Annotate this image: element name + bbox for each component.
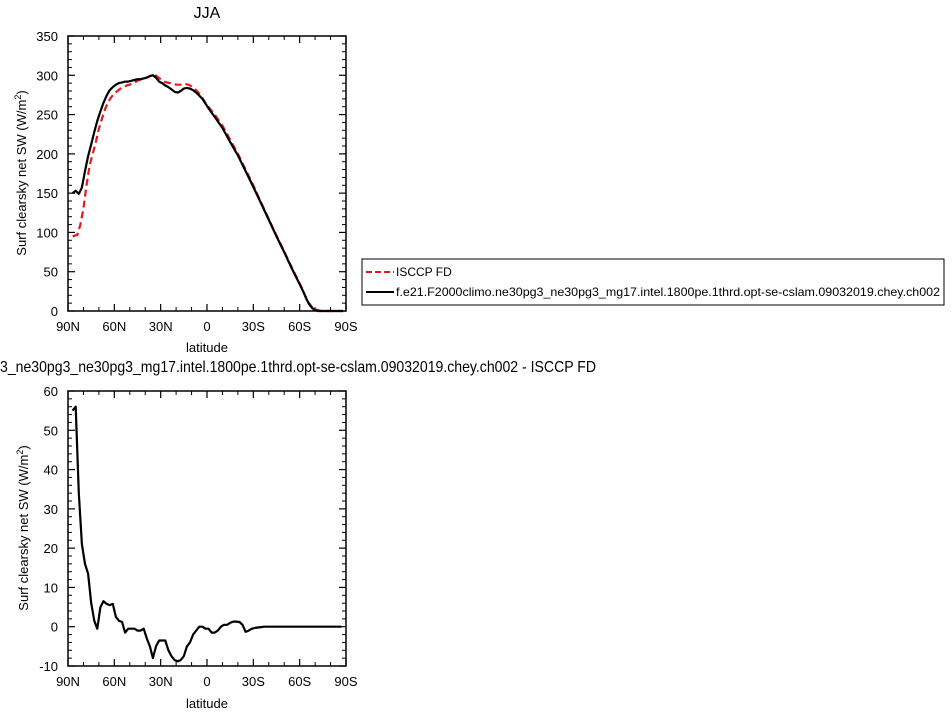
bottom-chart-series bbox=[71, 405, 342, 663]
legend-box bbox=[361, 258, 945, 306]
top-x-tick-label: 30N bbox=[149, 319, 173, 334]
top-x-tick-label: 60N bbox=[102, 319, 126, 334]
top-chart-panel: JJA 90N 60N 30N 0 30S 60S 90S 0 50 100 150 200 250 30… bbox=[13, 5, 358, 355]
bottom-y-tick-label: 20 bbox=[44, 541, 58, 556]
bottom-chart-title: 3_ne30pg3_ne30pg3_mg17.intel.1800pe.1thr… bbox=[0, 359, 596, 376]
top-series-line-isccp bbox=[72, 73, 343, 313]
bottom-y-label-superscript: 2 bbox=[15, 450, 25, 455]
top-x-tick-label: 90N bbox=[56, 319, 80, 334]
top-chart-series bbox=[71, 73, 343, 313]
bottom-x-tick-label: 60N bbox=[102, 674, 126, 689]
top-y-tick-label: 350 bbox=[36, 29, 58, 44]
bottom-chart-ticks: 90N 60N 30N 0 30S 60S 90S -10 0 10 20 30 40 50 60 bbox=[39, 384, 358, 689]
legend-label-model: f.e21.F2000climo.ne30pg3_ne30pg3_mg17.in… bbox=[396, 285, 940, 299]
top-y-tick-label: 50 bbox=[44, 265, 58, 280]
top-x-tick-label: 30S bbox=[242, 319, 265, 334]
top-y-label-superscript: 2 bbox=[13, 95, 23, 100]
bottom-x-tick-label: 0 bbox=[203, 674, 210, 689]
bottom-y-tick-label: 10 bbox=[44, 580, 58, 595]
bottom-x-tick-label: 60S bbox=[288, 674, 311, 689]
top-x-tick-label: 60S bbox=[288, 319, 311, 334]
bottom-y-label-tail: ) bbox=[16, 445, 31, 449]
bottom-series-line-model bbox=[71, 405, 342, 663]
bottom-chart-frame bbox=[67, 390, 347, 667]
top-chart-frame bbox=[67, 35, 347, 312]
top-chart-ticks: 90N 60N 30N 0 30S 60S 90S 0 50 100 150 200 250 300 350 bbox=[36, 29, 358, 334]
bottom-x-tick-label: 30N bbox=[149, 674, 173, 689]
bottom-x-tick-label: 90N bbox=[56, 674, 80, 689]
bottom-y-tick-label: 40 bbox=[44, 463, 58, 478]
top-y-tick-label: 0 bbox=[51, 304, 58, 319]
bottom-chart-panel: 3_ne30pg3_ne30pg3_mg17.intel.1800pe.1thr… bbox=[0, 359, 596, 711]
top-x-tick-label: 90S bbox=[334, 319, 357, 334]
top-y-label-main: Surf clearsky net SW (W/m bbox=[14, 100, 29, 256]
bottom-y-tick-label: -10 bbox=[39, 659, 58, 674]
bottom-y-tick-label: 50 bbox=[44, 423, 58, 438]
bottom-chart-y-axis-label: Surf clearsky net SW (W/m2) bbox=[15, 445, 31, 610]
legend: ISCCP FD f.e21.F2000climo.ne30pg3_ne30pg… bbox=[361, 258, 945, 306]
bottom-y-tick-label: 30 bbox=[44, 502, 58, 517]
top-y-tick-label: 250 bbox=[36, 108, 58, 123]
top-y-tick-label: 100 bbox=[36, 225, 58, 240]
top-y-label-tail: ) bbox=[14, 90, 29, 94]
top-y-tick-label: 300 bbox=[36, 68, 58, 83]
legend-label-isccp: ISCCP FD bbox=[396, 265, 452, 279]
bottom-y-tick-label: 0 bbox=[51, 620, 58, 635]
bottom-chart-x-axis-label: latitude bbox=[186, 696, 228, 711]
bottom-y-tick-label: 60 bbox=[44, 384, 58, 399]
top-chart-title: JJA bbox=[194, 5, 221, 22]
bottom-x-tick-label: 90S bbox=[334, 674, 357, 689]
bottom-y-label-main: Surf clearsky net SW (W/m bbox=[16, 455, 31, 611]
top-series-line-model bbox=[71, 74, 343, 313]
bottom-x-tick-label: 30S bbox=[242, 674, 265, 689]
top-x-tick-label: 0 bbox=[203, 319, 210, 334]
top-chart-y-axis-label: Surf clearsky net SW (W/m2) bbox=[13, 90, 29, 255]
top-y-tick-label: 150 bbox=[36, 186, 58, 201]
top-chart-x-axis-label: latitude bbox=[186, 340, 228, 355]
top-y-tick-label: 200 bbox=[36, 147, 58, 162]
